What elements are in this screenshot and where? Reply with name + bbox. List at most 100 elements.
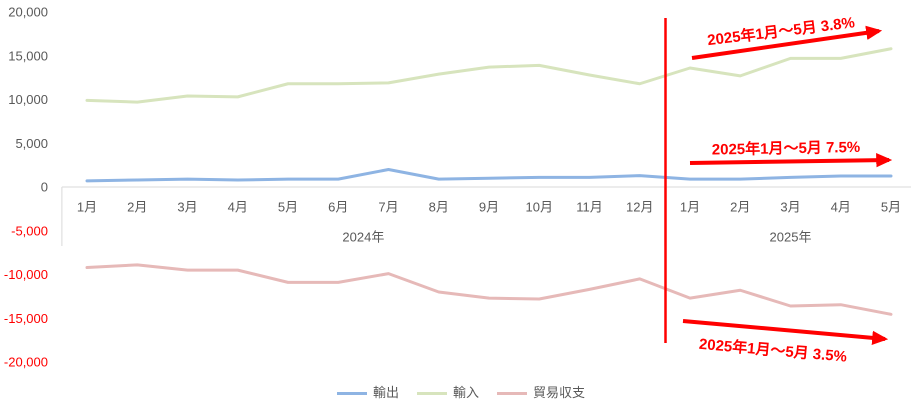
x-tick-label: 8月 [429,200,449,215]
data-point-imports [486,64,492,70]
data-point-imports [637,81,643,87]
data-point-exports [838,173,844,179]
data-point-exports [788,174,794,180]
x-group-label: 2024年 [342,230,384,245]
data-point-trade-balance [185,267,191,273]
legend-swatch-imports [417,391,448,395]
trend-annotations: 2025年1月～5月 3.8% 2025年1月〜5月 7.5% 2025年1月～… [682,13,893,366]
x-group-label: 2025年 [770,230,812,245]
x-tick-label: 3月 [177,200,197,215]
y-tick-label: 0 [41,180,48,195]
x-tick-label: 10月 [526,200,553,215]
data-point-exports [888,173,894,179]
data-point-exports [134,177,140,183]
data-point-trade-balance [587,286,593,292]
legend-swatch-exports [337,391,367,395]
data-point-imports [888,46,894,52]
exports-trend-arrow [689,152,893,168]
y-tick-label: 10,000 [8,92,48,107]
legend-label-imports: 輸入 [453,385,480,400]
plot-area [84,46,894,317]
data-point-exports [285,176,291,182]
x-tick-label: 5月 [881,200,901,215]
x-tick-label: 1月 [77,200,97,215]
legend-swatch-trade-balance [497,391,528,395]
data-point-imports [285,81,291,87]
data-point-exports [235,177,241,183]
data-point-exports [436,176,442,182]
data-point-trade-balance [536,296,542,302]
exports-trend-label: 2025年1月〜5月 7.5% [712,138,861,159]
data-point-imports [536,62,542,68]
data-point-trade-balance [637,276,643,282]
trade-balance-trend-label: 2025年1月～5月 3.5% [698,335,847,366]
legend-label-trade-balance: 貿易収支 [533,385,586,400]
data-point-exports [536,174,542,180]
data-point-exports [687,176,693,182]
imports-trend-arrow [691,25,883,60]
data-point-exports [386,167,392,173]
y-tick-label: -15,000 [4,311,48,326]
trade-balance-trend-arrow [682,319,889,346]
x-tick-label: 4月 [831,200,851,215]
x-axis: 1月 2月 3月 4月 5月 6月 7月 8月 9月 10月 11月 12月 2024年 1月 2月 3月 4月… [61,186,911,246]
series-trade-balance [85,262,894,317]
data-point-trade-balance [888,311,894,317]
series-line-trade-balance [85,263,893,316]
data-point-exports [637,173,643,179]
data-point-trade-balance [687,295,693,301]
x-tick-label: 6月 [328,200,348,215]
data-point-imports [737,73,743,79]
data-point-trade-balance [386,271,392,277]
data-point-imports [587,72,593,78]
x-tick-label: 11月 [576,200,603,215]
data-point-imports [84,97,90,103]
x-tick-label: 2月 [730,200,750,215]
x-tick-label: 1月 [680,200,700,215]
x-tick-label: 9月 [479,200,499,215]
data-point-trade-balance [285,279,291,285]
data-point-imports [838,55,844,61]
data-point-exports [486,175,492,181]
legend-item-trade-balance: 貿易収支 [497,385,585,401]
data-point-imports [386,80,392,86]
data-point-trade-balance [788,303,794,309]
data-point-imports [335,81,341,87]
data-point-imports [788,55,794,61]
legend-item-exports: 輸出 [337,385,399,401]
y-tick-label: 5,000 [15,136,48,151]
x-tick-label: 5月 [278,200,298,215]
y-tick-label: -10,000 [4,267,48,282]
x-tick-label: 12月 [626,200,653,215]
data-point-trade-balance [335,279,341,285]
y-tick-label: -20,000 [4,355,48,370]
data-point-exports [737,176,743,182]
data-point-exports [587,174,593,180]
data-point-imports [436,71,442,77]
data-point-exports [84,178,90,184]
legend: 輸出 輸入 貿易収支 [337,385,585,401]
x-tick-label: 4月 [228,200,248,215]
data-point-trade-balance [486,295,492,301]
y-tick-label: -5,000 [11,223,48,238]
data-point-trade-balance [134,262,140,268]
legend-label-exports: 輸出 [373,385,400,400]
data-point-imports [134,99,140,105]
y-tick-label: 20,000 [8,5,48,20]
series-line-imports [85,47,893,104]
y-tick-label: 15,000 [8,48,48,63]
data-point-imports [235,94,241,100]
series-line-exports [85,168,893,183]
data-point-exports [335,176,341,182]
data-point-imports [687,65,693,71]
data-point-trade-balance [838,302,844,308]
x-tick-label: 7月 [378,200,398,215]
series-imports [84,46,894,105]
data-point-imports [185,93,191,99]
data-point-trade-balance [235,267,241,273]
data-point-trade-balance [436,289,442,295]
series-exports [84,167,894,184]
x-tick-label: 2月 [127,200,147,215]
x-tick-label: 3月 [780,200,800,215]
y-axis: 20,000 15,000 10,000 5,000 0 -5,000 -10,000 -15… [4,5,48,370]
